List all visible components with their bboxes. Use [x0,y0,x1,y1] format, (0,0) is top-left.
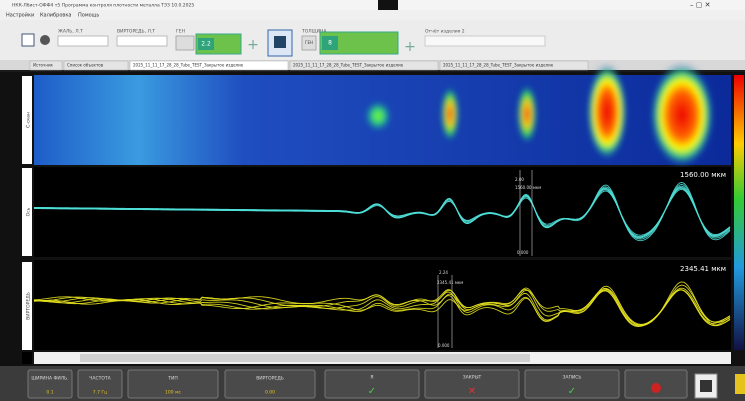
record-icon [651,383,661,393]
input[interactable] [58,36,108,46]
color-scale [734,75,744,350]
cursor-label: 0.000 [438,343,450,348]
panel-label: С-скан [26,112,32,128]
plus-button[interactable]: + [404,39,416,55]
button-value: 0.00 [265,390,275,396]
action-icon: ✓ [568,386,576,397]
tab-label: 2025_11_11_17_28_28_Tube_TEST_Закрытое и… [443,63,554,68]
cursor-label: 1560.00 мкм [515,185,541,190]
save-icon [274,36,286,48]
settings-button[interactable] [40,35,50,45]
gain-label-box [176,36,194,50]
panel-label: ВИРТОРЕДЬ [26,292,32,320]
gain-label: ГЕН [305,40,313,45]
cursor-label: 2345.41 мкм [437,280,463,285]
menu-item[interactable]: Настройки [6,12,34,19]
field-label: ГЕН [176,29,185,35]
tab-label: 2025_11_11_17_28_28_Tube_TEST_Закрытое и… [293,63,404,68]
window-title: НКК-Лбист-ОФФ4 т5 Программа контроля пло… [12,3,194,9]
cursor-label: 2.00 [515,177,524,182]
button-label: ЧАСТОТА [89,376,111,382]
gain-value: 8 [328,40,332,47]
tab-label: Список объектов [67,63,104,68]
tab-label: 2025_11_11_17_28_28_Tube_TEST_Закрытое и… [133,63,244,68]
menu-item[interactable]: Помощь [78,13,99,19]
button-value: 100 мс [165,390,181,396]
scroll-thumb[interactable] [80,354,530,362]
tab-label: Источник [33,63,54,68]
button-label: ШИРИНА ФИЛЬ. [31,376,68,382]
cyan-plot [34,167,731,257]
action-icon: ✓ [368,386,376,397]
field-label: ВИРТОРЕДЬ, Л.Т [117,29,155,35]
button-label: ВИРТОРЕДЬ [256,376,284,382]
action-label: Я [370,375,373,381]
gain-value: 2.2 [201,41,211,48]
panel-label: Ось [26,207,32,216]
action-icon: ✕ [468,386,476,397]
folder-button[interactable] [22,34,34,46]
button-value: 7.7 Гц [93,390,107,396]
menu-item[interactable]: Калибровка [40,13,71,19]
yellow-plot [34,260,731,350]
corner [22,352,32,364]
input[interactable] [425,36,545,46]
input[interactable] [117,36,167,46]
window-controls[interactable]: – ▢ ✕ [690,1,710,9]
field-label: Отчёт изделия 2 [425,29,465,35]
button-label: ТИП [167,376,178,382]
field-label: ЖАЛЬ, Л.Т [58,29,83,35]
cyan-value: 1560.00 мкм [680,171,726,179]
side-button[interactable] [735,374,745,394]
plus-button[interactable]: + [247,37,259,53]
save-icon [700,380,712,392]
button-value: 0.1 [46,390,53,396]
action-label: ЗАКРЫТ [463,375,482,381]
cursor-label: 2.24 [439,270,448,275]
app-window: НКК-Лбист-ОФФ4 т5 Программа контроля пло… [0,0,745,401]
action-label: ЗАПИСЬ [563,375,582,381]
cursor-label: 0.000 [517,250,529,255]
yellow-value: 2345.41 мкм [680,265,726,273]
c-scan [34,63,731,167]
menu-bar [0,10,745,20]
